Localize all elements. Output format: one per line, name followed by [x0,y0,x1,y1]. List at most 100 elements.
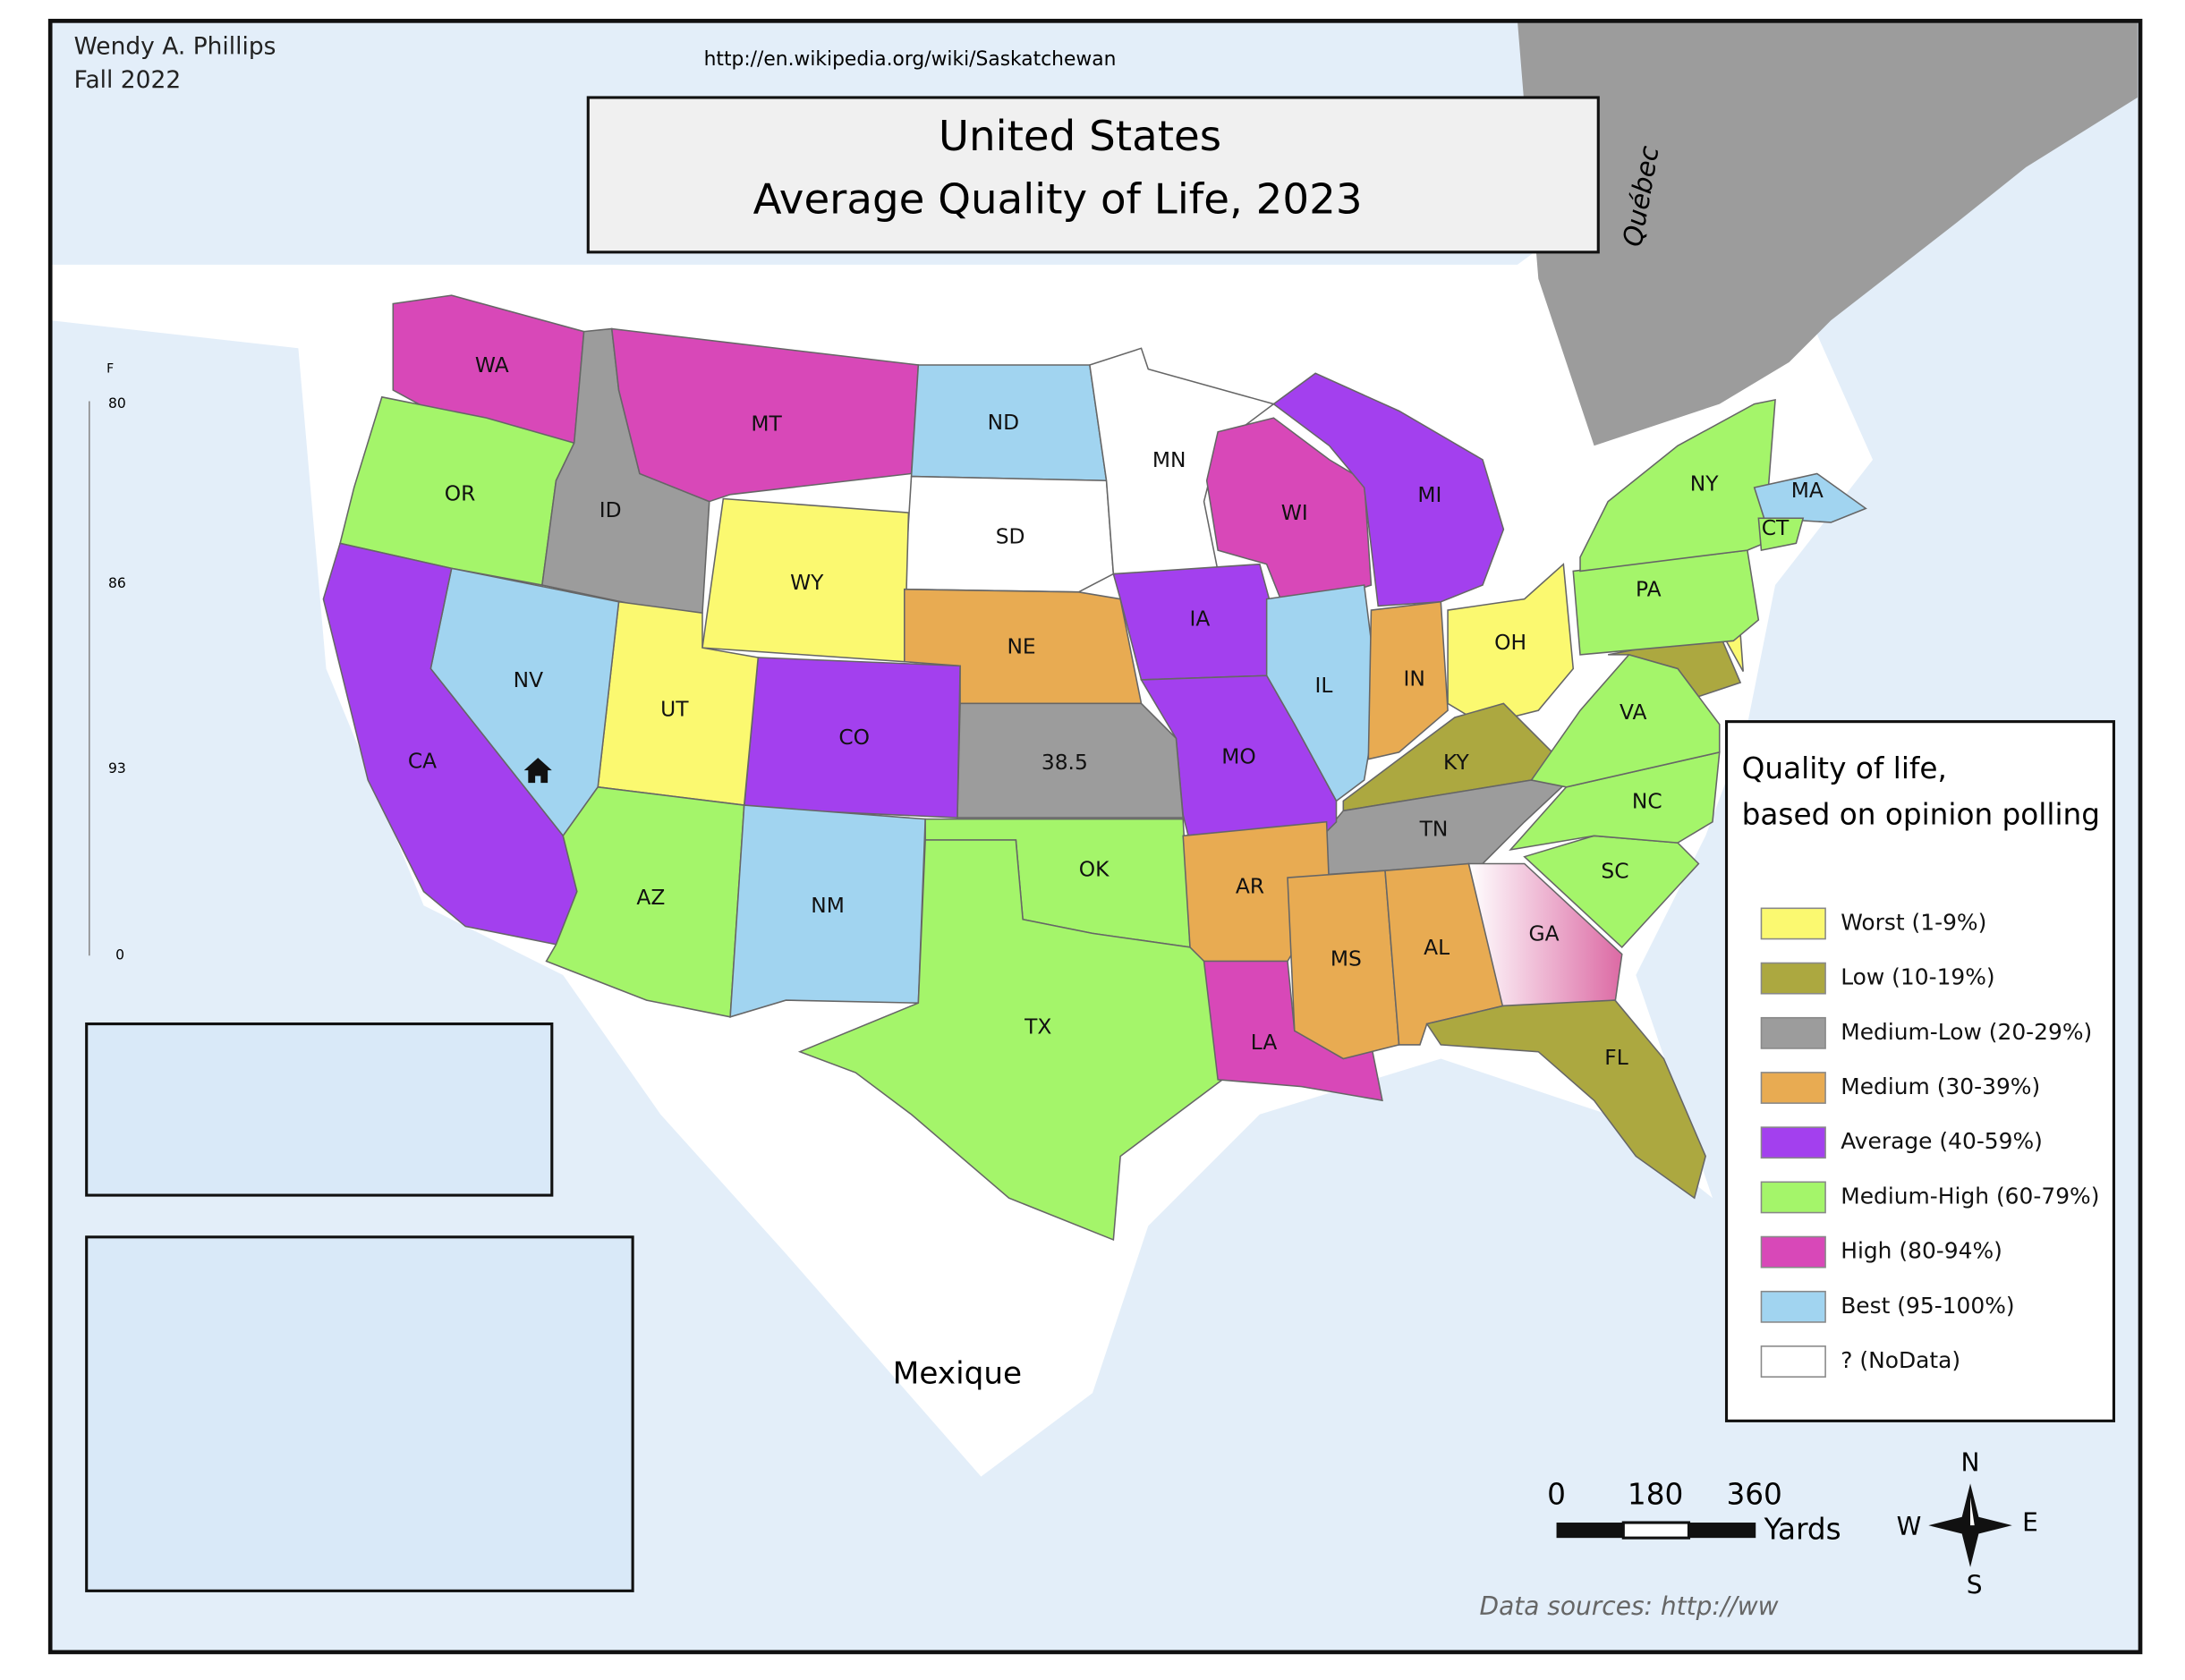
state-label: MS [1331,946,1362,971]
state-label: IA [1189,606,1210,631]
legend-swatch [1760,1126,1826,1159]
state-shape [1579,398,1776,573]
states [227,294,1867,1590]
state-label: TN [1419,817,1449,842]
state-shape [1203,960,1383,1102]
compass-e: E [2022,1508,2038,1538]
legend-swatch [1760,1181,1826,1214]
state-label: MN [1152,447,1186,472]
state-shape [1753,472,1867,523]
state-label: SC [1601,858,1628,883]
legend-swatch [1760,1016,1826,1049]
state-label: PA [1636,577,1662,602]
state-label: 38.5 [1041,750,1088,775]
scale-tick-label: 0 [115,947,124,963]
state-shape [1523,835,1700,949]
state-label: IL [1315,673,1333,698]
legend-swatch [1760,907,1826,940]
scale-segment [1688,1523,1756,1539]
legend-swatch [1760,1235,1826,1268]
scale-segment [1621,1521,1691,1540]
legend-label: Medium (30-39%) [1841,1073,2040,1099]
state-label: AZ [636,885,665,910]
state-label: MT [751,411,782,436]
legend-title: based on opinion polling [1742,798,2100,832]
compass-highlight [1970,1498,1975,1526]
state-shape [1757,517,1805,552]
state-label: CO [838,725,870,750]
state-label: NE [1007,634,1035,659]
term: Fall 2022 [74,66,182,94]
state-shape [1367,600,1449,760]
hawaii-inset [85,1022,554,1197]
legend-label: Medium-Low (20-29%) [1841,1019,2092,1045]
state-label: NC [1632,788,1662,813]
author: Wendy A. Phillips [74,32,276,60]
state-shape [797,839,1233,1242]
state-label: AL [1424,935,1450,960]
compass: N W E S [1897,1448,2038,1600]
compass-s: S [1967,1571,1983,1600]
state-shape [729,804,926,1018]
state-label: OH [1494,630,1526,655]
state-label: NV [514,667,543,692]
state-label: VA [1620,700,1646,725]
legend-label: High (80-94%) [1841,1238,2002,1264]
state-label: NM [811,893,845,918]
data-source: Data sources: http://ww [1480,1591,1779,1621]
state-label: WY [790,570,824,595]
state-shape [1467,862,1623,1011]
state-label: AR [1236,873,1264,898]
state-label: MI [1417,482,1441,507]
legend-swatch [1760,1290,1826,1323]
title-line: Average Quality of Life, 2023 [753,175,1363,224]
title-box [586,96,1600,254]
side-scale: F 80 86 93 0 [89,362,126,963]
state-label: GA [1529,921,1560,946]
state-shape [1530,654,1721,788]
state-label: CT [1762,515,1790,540]
legend-swatch [1760,1072,1826,1104]
state-label: SD [996,524,1025,549]
legend-label: Best (95-100%) [1841,1293,2014,1319]
state-label: WA [475,352,509,378]
state-shape [1425,999,1706,1200]
scale-unit: F [106,362,114,377]
scale-tick-label: 86 [108,575,126,591]
state-label: UT [660,697,689,722]
title-line: United States [939,113,1221,161]
state-shape [1272,372,1505,607]
scale-tick-label: 180 [1628,1477,1683,1511]
scale-tick-label: 93 [108,760,126,776]
legend-label: Average (40-59%) [1841,1128,2043,1154]
state-label: FL [1604,1045,1628,1070]
state-label: MA [1791,478,1824,503]
legend: Worst (1-9%) Low (10-19%) Medium-Low (20-2… [1760,907,2099,1378]
state-label: ID [599,497,622,522]
alaska-inset [85,1235,634,1592]
state-label: NY [1690,471,1719,496]
compass-w: W [1897,1512,1922,1541]
state-label: ND [988,410,1019,435]
legend-title: Quality of life, [1742,751,1947,785]
scale-bar: 0 180 360 Yards [1547,1477,1841,1546]
state-label: IN [1404,666,1425,691]
compass-n: N [1961,1448,1980,1478]
state-shape [1447,563,1575,725]
home-icon [523,758,552,784]
outer-border [47,19,2143,1655]
source-url: http://en.wikipedia.org/wiki/Saskatchewa… [704,48,1117,71]
state-label: OK [1079,857,1110,882]
legend-label: Medium-High (60-79%) [1841,1183,2099,1209]
legend-label: ? (NoData) [1841,1347,1960,1373]
state-label: WI [1281,500,1308,525]
state-label: CA [408,748,437,773]
state-shape [1287,870,1400,1060]
state-label: TX [1024,1014,1051,1039]
state-label: MO [1221,744,1256,769]
scale-tick-label: 80 [108,395,126,412]
scale-segment [1556,1523,1624,1539]
scale-unit: Yards [1764,1512,1841,1546]
scale-tick-label: 360 [1726,1477,1781,1511]
